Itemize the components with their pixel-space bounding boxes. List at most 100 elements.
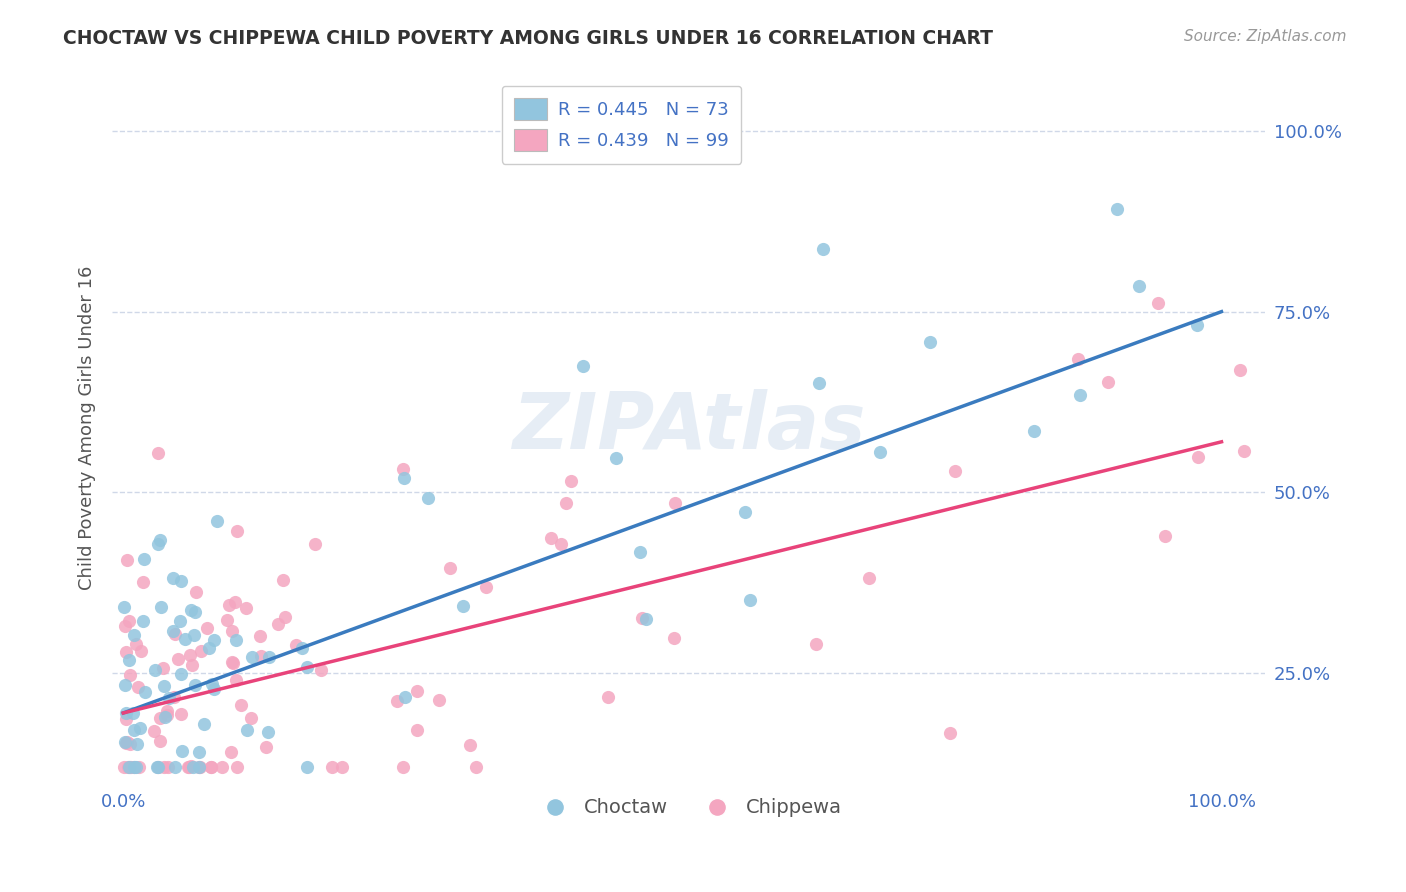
Point [184,677,207,691]
Point [385,694,408,708]
Point [174,632,197,647]
Point [162,572,184,586]
Point [240,650,263,665]
Point [1069,388,1091,402]
Point [869,445,891,459]
Point [807,376,830,390]
Point [394,690,416,705]
Point [117,760,139,774]
Point [250,648,273,663]
Point [115,706,138,721]
Point [170,574,193,588]
Point [148,446,170,460]
Point [132,552,155,566]
Point [146,537,169,551]
Point [631,611,654,625]
Point [405,723,427,738]
Point [163,690,186,705]
Point [391,760,413,774]
Text: Source: ZipAtlas.com: Source: ZipAtlas.com [1184,29,1347,44]
Point [224,595,246,609]
Point [128,721,150,735]
Point [170,667,193,681]
Point [215,613,238,627]
Point [187,760,209,774]
Point [132,574,155,589]
Point [120,760,142,774]
Point [225,632,247,647]
Point [184,605,207,619]
Point [225,524,247,538]
Point [176,760,198,774]
Point [330,760,353,774]
Point [295,760,318,774]
Legend: Choctaw, Chippewa: Choctaw, Chippewa [527,790,849,825]
Point [170,744,193,758]
Point [193,716,215,731]
Point [117,735,139,749]
Point [118,653,141,667]
Point [143,664,166,678]
Point [198,641,221,656]
Point [122,723,145,737]
Point [475,580,498,594]
Point [734,505,756,519]
Point [156,760,179,774]
Point [114,678,136,692]
Point [115,645,138,659]
Point [114,735,136,749]
Point [392,462,415,476]
Point [115,736,138,750]
Point [188,745,211,759]
Point [122,760,145,774]
Point [120,737,142,751]
Point [1229,363,1251,377]
Point [271,573,294,587]
Point [169,614,191,628]
Point [115,553,138,567]
Point [204,682,226,697]
Point [605,451,627,466]
Point [146,760,169,774]
Point [163,627,186,641]
Point [254,739,277,754]
Point [628,545,651,559]
Point [804,637,827,651]
Point [304,537,326,551]
Point [186,585,208,599]
Point [596,690,619,704]
Point [218,598,240,612]
Point [125,737,148,751]
Point [1107,202,1129,217]
Point [152,661,174,675]
Point [571,359,593,373]
Point [222,657,245,671]
Point [200,760,222,774]
Point [256,724,278,739]
Point [156,704,179,718]
Point [439,561,461,575]
Point [129,644,152,658]
Point [114,712,136,726]
Point [127,681,149,695]
Point [132,614,155,628]
Point [179,648,201,662]
Point [560,474,582,488]
Point [1067,352,1090,367]
Point [180,658,202,673]
Point [285,638,308,652]
Point [1147,295,1170,310]
Point [179,760,201,774]
Point [200,760,222,774]
Point [1154,528,1177,542]
Point [464,760,486,774]
Point [118,614,141,628]
Point [813,242,835,256]
Point [190,644,212,658]
Point [406,683,429,698]
Point [124,760,146,774]
Point [257,650,280,665]
Point [188,760,211,774]
Point [550,537,572,551]
Point [240,711,263,725]
